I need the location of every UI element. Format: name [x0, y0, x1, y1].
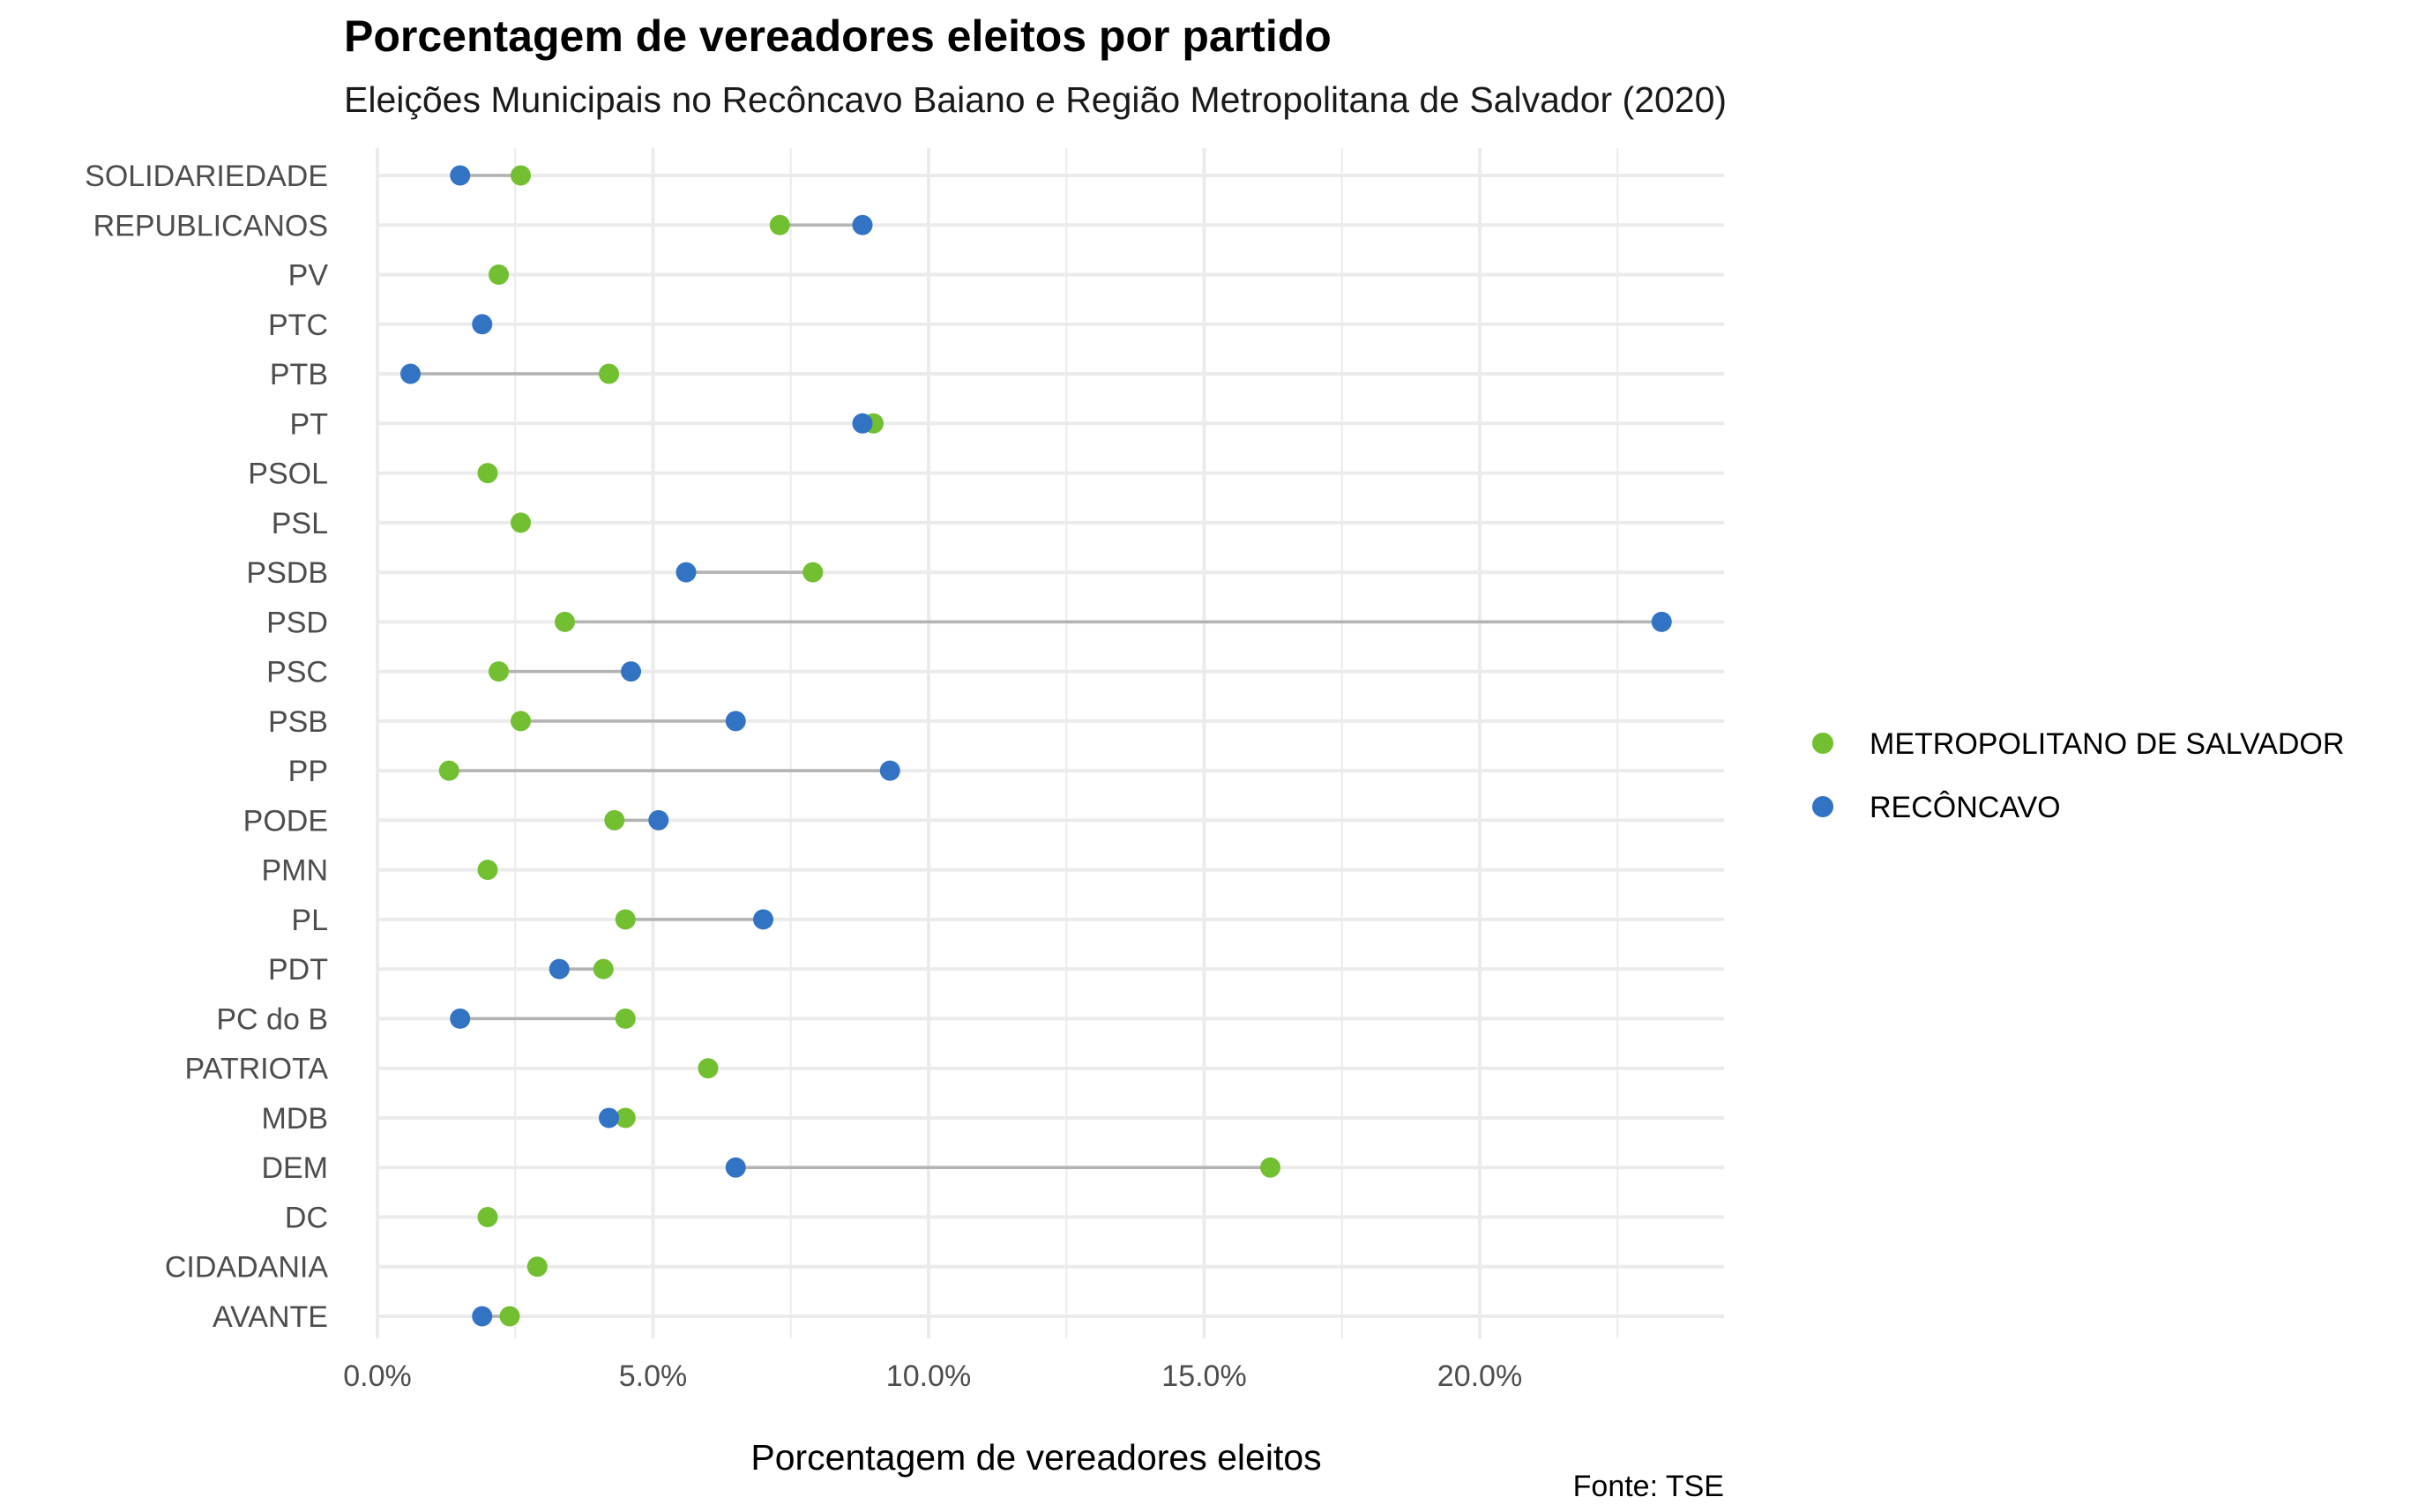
y-tick-label-dem: DEM [261, 1151, 328, 1185]
y-tick-label-ptb: PTB [270, 358, 328, 391]
point-metropolitano-psl [511, 512, 531, 533]
point-metropolitano-pode [604, 809, 625, 830]
x-tick-label: 5.0% [619, 1359, 688, 1393]
point-reconcavo-psd [1651, 611, 1672, 632]
y-tick-label-pp: PP [288, 755, 328, 788]
legend-key-metropolitano [1812, 733, 1833, 754]
point-reconcavo-solidariedade [450, 165, 471, 186]
y-tick-label-cidadania: CIDADANIA [165, 1251, 328, 1285]
point-reconcavo-dem [725, 1157, 746, 1178]
y-tick-label-pdt: PDT [268, 953, 328, 987]
point-metropolitano-patriota [698, 1058, 719, 1079]
x-tick-label: 20.0% [1437, 1359, 1522, 1393]
x-axis-ticks: 0.0% 5.0% 10.0% 15.0% 20.0% [343, 1359, 1522, 1393]
chart-subtitle: Eleições Municipais no Recôncavo Baiano … [344, 79, 1728, 120]
y-tick-label-psd: PSD [266, 606, 328, 639]
point-reconcavo-pp [879, 760, 900, 781]
point-reconcavo-psb [725, 711, 746, 732]
point-metropolitano-republicanos [769, 214, 790, 235]
y-tick-label-avante: AVANTE [213, 1300, 328, 1334]
x-axis-title: Porcentagem de vereadores eleitos [750, 1437, 1321, 1478]
y-tick-label-ptc: PTC [268, 309, 328, 342]
y-tick-label-psol: PSOL [248, 458, 328, 491]
y-tick-label-pl: PL [291, 904, 328, 937]
point-metropolitano-pmn [477, 860, 498, 881]
y-tick-label-patriota: PATRIOTA [185, 1053, 329, 1086]
point-metropolitano-psc [489, 661, 509, 682]
y-tick-label-solidariedade: SOLIDARIEDADE [85, 160, 328, 193]
y-tick-label-republicanos: REPUBLICANOS [93, 209, 328, 242]
y-tick-label-pt: PT [290, 407, 328, 441]
y-tick-label-psb: PSB [268, 705, 328, 739]
point-reconcavo-pc-do-b [450, 1008, 471, 1029]
point-metropolitano-mdb [615, 1107, 636, 1128]
point-reconcavo-pode [648, 809, 669, 830]
y-tick-label-mdb: MDB [261, 1102, 328, 1136]
point-reconcavo-republicanos [852, 214, 873, 235]
point-metropolitano-psb [511, 711, 531, 732]
x-tick-label: 10.0% [886, 1359, 971, 1393]
chart-caption: Fonte: TSE [1573, 1470, 1724, 1503]
point-metropolitano-psdb [802, 562, 824, 583]
legend-label-metropolitano: METROPOLITANO DE SALVADOR [1870, 727, 2344, 761]
point-reconcavo-ptc [472, 314, 493, 335]
grid-lines [376, 148, 1724, 1338]
point-reconcavo-psc [621, 661, 641, 682]
point-metropolitano-psol [477, 463, 498, 484]
point-metropolitano-pc-do-b [615, 1008, 636, 1029]
legend: METROPOLITANO DE SALVADOR RECÔNCAVO [1812, 727, 2344, 824]
dumbbell-segments [410, 174, 1662, 1318]
x-tick-label: 0.0% [343, 1359, 412, 1393]
point-metropolitano-ptb [599, 363, 619, 384]
point-metropolitano-solidariedade [511, 165, 531, 186]
point-metropolitano-pv [489, 264, 509, 286]
y-tick-label-pv: PV [288, 259, 329, 293]
data-points [400, 165, 1672, 1327]
point-reconcavo-psdb [676, 562, 697, 583]
point-metropolitano-dem [1260, 1157, 1280, 1178]
y-tick-label-pmn: PMN [261, 854, 328, 888]
y-tick-label-psl: PSL [272, 507, 328, 540]
y-tick-label-psc: PSC [266, 656, 328, 689]
point-reconcavo-pdt [549, 958, 570, 979]
point-metropolitano-pdt [593, 958, 614, 979]
legend-key-reconcavo [1812, 796, 1833, 817]
y-tick-label-dc: DC [285, 1201, 328, 1234]
point-reconcavo-pt [852, 413, 873, 434]
point-metropolitano-avante [499, 1306, 520, 1327]
point-metropolitano-psd [555, 611, 575, 632]
y-tick-label-pc-do-b: PC do B [216, 1002, 328, 1036]
x-tick-label: 15.0% [1161, 1359, 1246, 1393]
point-metropolitano-pp [438, 760, 459, 781]
y-tick-label-pode: PODE [243, 804, 328, 838]
point-reconcavo-avante [472, 1306, 493, 1327]
y-tick-label-psdb: PSDB [246, 556, 328, 590]
chart-title: Porcentagem de vereadores eleitos por pa… [344, 11, 1332, 61]
point-reconcavo-mdb [599, 1107, 619, 1128]
point-metropolitano-dc [477, 1206, 498, 1227]
point-reconcavo-ptb [400, 363, 421, 384]
point-metropolitano-pl [615, 909, 636, 930]
legend-label-reconcavo: RECÔNCAVO [1870, 791, 2061, 824]
point-metropolitano-cidadania [526, 1256, 548, 1277]
point-reconcavo-pl [753, 909, 773, 930]
y-axis-ticks: SOLIDARIEDADE REPUBLICANOS PV PTC PTB PT PSOL P… [85, 160, 328, 1334]
